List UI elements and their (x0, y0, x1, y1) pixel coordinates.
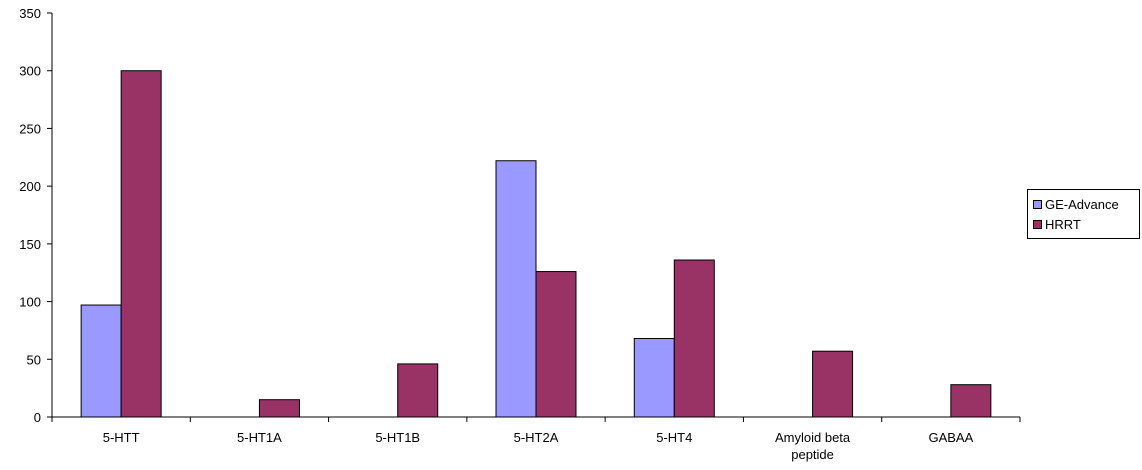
y-tick-label: 50 (27, 352, 41, 367)
y-tick-label: 250 (19, 121, 41, 136)
x-tick-label: GABAA (928, 430, 973, 445)
legend: GE-Advance HRRT (1027, 189, 1140, 239)
legend-label-hrrt: HRRT (1045, 216, 1081, 232)
x-tick-label: 5-HTT (103, 430, 140, 445)
bar-hrrt-5-ht1b (397, 363, 439, 418)
x-tick-label: 5-HT4 (656, 430, 692, 445)
bars-group (80, 70, 992, 418)
legend-swatch-ge-advance (1033, 199, 1042, 209)
x-tick-label: 5-HT1B (375, 430, 420, 445)
x-tick-label-line: 5-HT4 (656, 430, 692, 445)
bar-hrrt-5-ht1a (258, 399, 300, 418)
x-tick-label: Amyloid beta peptide (775, 430, 851, 462)
bar-hrrt-5-htt (120, 70, 162, 418)
bar-hrrt-5-ht2a (535, 271, 577, 418)
x-tick-label-line: GABAA (928, 430, 973, 445)
y-tick-label: 300 (19, 64, 41, 79)
y-tick-label: 150 (19, 237, 41, 252)
bar-ge-advance-5-ht2a (495, 160, 537, 418)
x-tick-label-line: 5-HTT (103, 430, 140, 445)
y-tick-label: 0 (34, 410, 41, 425)
y-tick-label: 350 (19, 6, 41, 21)
x-tick-label-line: 5-HT1A (237, 430, 282, 445)
x-tick-label-line: peptide (791, 447, 834, 462)
bar-hrrt-amyloid-beta-peptide (812, 350, 854, 418)
x-tick-label-line: 5-HT2A (514, 430, 559, 445)
x-tick-label: 5-HT2A (514, 430, 559, 445)
bar-hrrt-gabaa (950, 384, 992, 418)
legend-swatch-hrrt (1033, 219, 1042, 229)
bar-ge-advance-5-ht4 (633, 338, 675, 418)
axes-group: 0 50 100 150 200 250 300 350 5-HTT 5-HT1A 5-HT1B 5-… (19, 6, 1021, 462)
legend-item-ge-advance: GE-Advance (1033, 194, 1139, 214)
legend-label-ge-advance: GE-Advance (1045, 196, 1119, 212)
y-tick-label: 100 (19, 295, 41, 310)
x-tick-label: 5-HT1A (237, 430, 282, 445)
x-tick-label-line: Amyloid beta (775, 430, 851, 445)
bar-ge-advance-5-htt (80, 304, 122, 418)
legend-item-hrrt: HRRT (1033, 214, 1139, 234)
x-tick-label-line: 5-HT1B (375, 430, 420, 445)
y-tick-label: 200 (19, 179, 41, 194)
bar-hrrt-5-ht4 (673, 259, 715, 418)
